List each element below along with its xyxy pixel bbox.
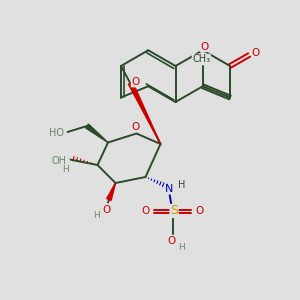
Text: O: O [168,236,176,246]
Text: H: H [178,243,185,252]
Text: H: H [62,165,69,174]
Polygon shape [85,124,108,142]
Polygon shape [128,82,160,144]
Text: H: H [178,180,185,190]
Text: H: H [93,212,100,220]
Text: CH₃: CH₃ [192,54,210,64]
Text: N: N [165,184,173,194]
Text: O: O [131,122,139,132]
Text: HO: HO [50,128,64,138]
Polygon shape [107,183,116,200]
Text: O: O [252,49,260,58]
Text: S: S [170,204,178,218]
Text: O: O [102,205,111,215]
Text: O: O [141,206,150,217]
Text: O: O [200,42,208,52]
Text: OH: OH [51,155,66,166]
Text: O: O [131,77,140,87]
Text: O: O [195,206,204,217]
